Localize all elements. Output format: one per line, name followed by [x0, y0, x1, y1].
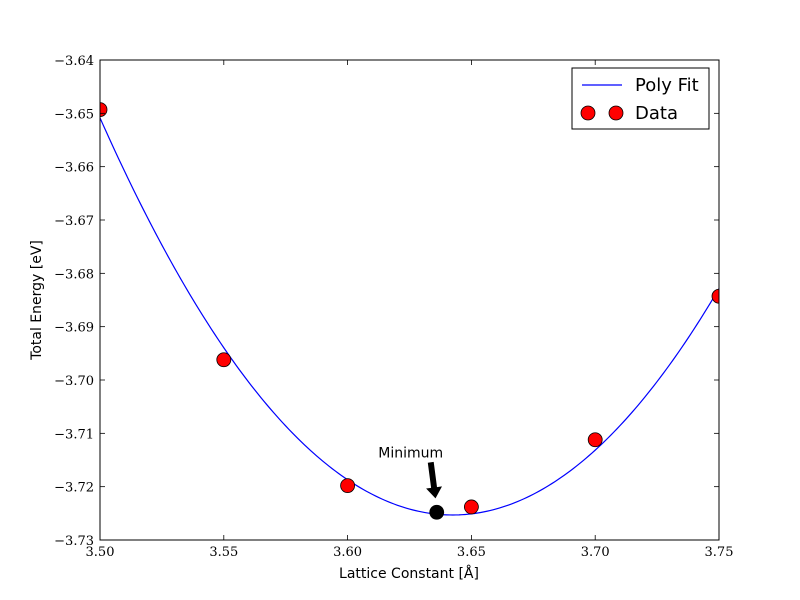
y-tick-label: −3.67: [54, 214, 94, 229]
plot-frame: [99, 59, 720, 541]
y-tick-label: −3.71: [54, 427, 94, 442]
annotation-text: Minimum: [378, 445, 443, 461]
legend-label-polyfit: Poly Fit: [635, 75, 699, 96]
y-tick-label: −3.69: [54, 321, 94, 336]
y-tick-label: −3.70: [54, 374, 94, 389]
y-tick-label: −3.73: [54, 534, 94, 549]
y-tick-label: −3.68: [54, 267, 94, 282]
legend-label-data: Data: [635, 103, 678, 124]
legend-marker-data-2: [608, 105, 624, 121]
plot-content: [100, 102, 719, 520]
x-tick-label: 3.60: [333, 545, 362, 560]
data-point: [711, 288, 719, 304]
ticks: [99, 59, 720, 541]
x-tick-label: 3.70: [581, 545, 610, 560]
minimum-point: [429, 504, 445, 520]
y-axis-label: Total Energy [eV]: [29, 240, 45, 361]
poly-fit-line: [100, 117, 719, 516]
data-point: [587, 432, 603, 448]
data-point: [463, 499, 479, 515]
tick-labels: 3.50 3.55 3.60 3.65 3.70 3.75 −3.64 −3.65 −3.66 −…: [54, 54, 733, 560]
legend-box: [571, 67, 710, 130]
y-tick-label: −3.65: [54, 107, 94, 122]
legend: Poly Fit Data: [571, 67, 710, 130]
minimum-annotation: Minimum: [378, 445, 443, 499]
annotation-arrow: [426, 461, 442, 499]
data-point: [340, 478, 356, 494]
y-tick-label: −3.72: [54, 481, 94, 496]
y-tick-label: −3.64: [54, 54, 94, 69]
data-point: [216, 352, 232, 368]
legend-marker-data-1: [580, 105, 596, 121]
x-tick-label: 3.55: [209, 545, 238, 560]
x-tick-label: 3.75: [705, 545, 734, 560]
x-tick-label: 3.65: [457, 545, 486, 560]
x-tick-label: 3.50: [86, 545, 115, 560]
y-tick-label: −3.66: [54, 161, 94, 176]
x-axis-label: Lattice Constant [Å]: [339, 565, 479, 582]
